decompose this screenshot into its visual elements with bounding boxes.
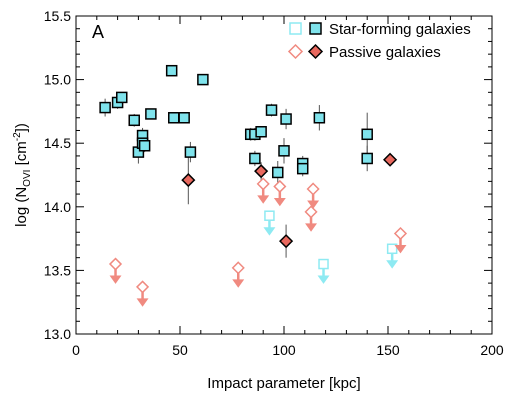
y-tick-labels: 13.0 13.5 14.0 14.5 15.0 15.5 [44, 8, 71, 342]
x-tick-label: 0 [72, 342, 80, 358]
upper-limit-markers [108, 177, 408, 307]
y-axis-title-end: ]) [13, 123, 30, 132]
panel-label: A [92, 22, 104, 42]
star-forming-point [361, 152, 373, 165]
passive-upper-limit-marker [393, 226, 408, 241]
y-axis-title-unit: [cm [13, 141, 30, 169]
upper-limit-arrow-head [273, 197, 286, 207]
y-axis-title-main: log (N [13, 187, 30, 227]
detection-markers [99, 64, 398, 249]
upper-limit-arrow-head [263, 227, 276, 236]
star-forming-point [296, 162, 309, 175]
x-tick-label: 150 [376, 342, 400, 358]
legend-passive-upper-swatch [287, 43, 304, 60]
star-forming-point [165, 64, 178, 77]
legend-passive-swatch [307, 43, 324, 60]
axis-ticks [75, 15, 493, 335]
x-tick-labels: 0 50 100 150 200 [72, 342, 504, 358]
legend-passive-label: Passive galaxies [329, 44, 441, 61]
star-forming-point [280, 113, 292, 125]
upper-limit-arrow-head [305, 223, 318, 232]
passive-upper-limit-marker [304, 205, 318, 219]
star-forming-point [168, 112, 180, 124]
star-forming-point [145, 108, 157, 120]
star-forming-point [116, 91, 128, 104]
y-tick-label: 13.0 [44, 326, 71, 342]
error-bars [104, 66, 391, 258]
passive-point [279, 234, 294, 249]
star-forming-point [197, 73, 209, 86]
star-forming-upper-limit-marker [386, 243, 398, 255]
x-axis-title: Impact parameter [kpc] [207, 375, 360, 392]
star-forming-point [255, 126, 267, 138]
y-axis-title-superscript: -2 [12, 132, 23, 141]
passive-upper-limit-marker [256, 177, 270, 191]
star-forming-upper-limit-marker [318, 258, 329, 270]
star-forming-point [249, 152, 261, 165]
legend-star-forming-swatch [309, 22, 322, 35]
y-axis-title: log (NOVI [cm-2]) [12, 123, 33, 227]
upper-limit-arrow-head [394, 245, 407, 254]
upper-limit-arrow-head [317, 275, 330, 284]
passive-upper-limit-marker [108, 257, 123, 271]
upper-limit-arrow-head [307, 200, 320, 209]
star-forming-point [138, 139, 151, 152]
upper-limit-arrow-head [232, 279, 245, 288]
y-tick-label: 15.0 [44, 72, 71, 88]
star-forming-point [178, 112, 190, 124]
y-tick-label: 14.0 [44, 199, 71, 215]
upper-limit-arrow-head [109, 275, 122, 284]
passive-upper-limit-marker [231, 261, 245, 275]
y-tick-label: 14.5 [44, 135, 71, 151]
star-forming-point [184, 146, 197, 158]
x-tick-label: 50 [172, 342, 188, 358]
y-tick-label: 13.5 [44, 262, 71, 278]
passive-upper-limit-marker [273, 179, 287, 194]
passive-point [383, 152, 398, 167]
x-tick-label: 200 [480, 342, 504, 358]
star-forming-point [361, 128, 373, 141]
passive-point [254, 164, 269, 179]
passive-upper-limit-marker [135, 280, 150, 294]
star-forming-point [272, 166, 284, 179]
x-tick-label: 100 [272, 342, 296, 358]
y-axis-title-subscript: OVI [22, 170, 33, 187]
star-forming-point [265, 104, 278, 116]
upper-limit-arrow-head [136, 298, 149, 307]
legend-star-forming-upper-swatch [289, 22, 302, 35]
passive-upper-limit-marker [306, 182, 320, 196]
star-forming-upper-limit-marker [264, 210, 275, 221]
star-forming-point [313, 112, 326, 124]
upper-limit-arrow-head [386, 260, 399, 269]
star-forming-point [278, 145, 290, 157]
star-forming-point [99, 101, 111, 114]
passive-point [181, 173, 196, 188]
legend: Star-forming galaxies Passive galaxies [287, 21, 471, 61]
upper-limit-arrow-head [257, 195, 270, 204]
legend-star-forming-label: Star-forming galaxies [329, 21, 471, 38]
y-tick-label: 15.5 [44, 8, 71, 24]
star-forming-point [128, 114, 140, 127]
